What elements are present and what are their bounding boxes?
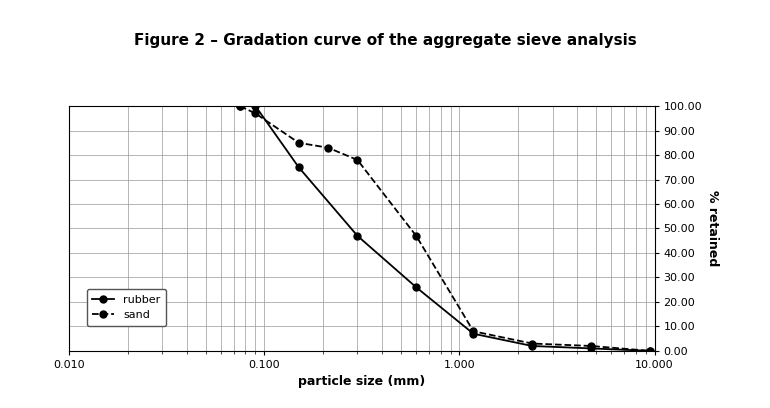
sand	[294, 140, 303, 145]
Line: sand: sand	[236, 102, 654, 355]
rubber	[645, 348, 654, 353]
sand	[469, 329, 478, 334]
Y-axis label: % retained: % retained	[706, 191, 719, 266]
rubber	[469, 331, 478, 336]
rubber	[587, 346, 596, 351]
Legend: rubber, sand: rubber, sand	[86, 289, 166, 326]
rubber	[527, 344, 537, 348]
rubber	[236, 104, 245, 109]
sand	[323, 145, 333, 150]
sand	[645, 348, 654, 353]
Text: Figure 2 – Gradation curve of the aggregate sieve analysis: Figure 2 – Gradation curve of the aggreg…	[134, 33, 636, 48]
rubber	[411, 285, 420, 290]
Line: rubber: rubber	[236, 102, 654, 355]
sand	[411, 233, 420, 238]
sand	[236, 104, 245, 109]
X-axis label: particle size (mm): particle size (mm)	[298, 375, 426, 388]
rubber	[294, 165, 303, 170]
sand	[587, 344, 596, 348]
sand	[353, 157, 362, 162]
rubber	[251, 104, 260, 109]
sand	[527, 341, 537, 346]
rubber	[353, 233, 362, 238]
sand	[251, 111, 260, 116]
